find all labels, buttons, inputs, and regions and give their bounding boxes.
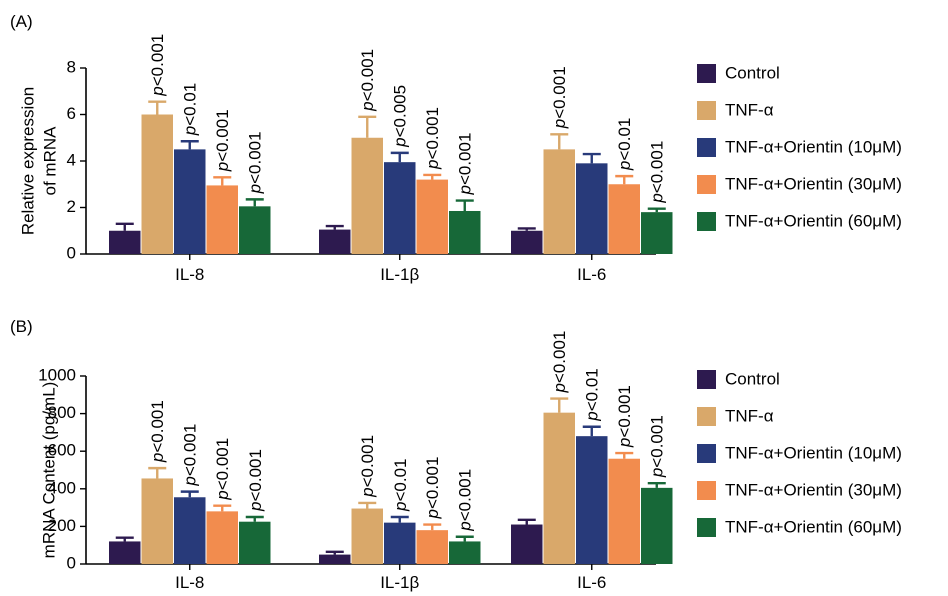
p-value-label: p<0.001 [213,438,232,501]
bar [543,149,575,254]
category-label: IL-6 [577,265,606,284]
bar [174,497,206,564]
category-label: IL-6 [577,573,606,592]
legend-swatch [697,481,716,500]
bar [319,229,351,254]
bar [641,212,673,254]
legend-swatch [697,370,716,389]
y-tick-label: 1000 [38,365,76,384]
p-value-label: p<0.01 [615,118,634,171]
bar [608,184,640,254]
panel-label: (A) [10,12,33,31]
legend-swatch [697,101,716,120]
bar [576,163,608,254]
legend-swatch [697,175,716,194]
p-value-label: p<0.001 [148,400,167,463]
p-value-label: p<0.01 [391,459,410,512]
y-axis-label: of mRNA [40,126,59,196]
p-value-label: p<0.001 [181,424,200,487]
category-label: IL-1β [380,573,419,592]
legend-swatch [697,444,716,463]
y-tick-label: 0 [67,243,76,262]
p-value-label: p<0.001 [246,449,265,512]
p-value-label: p<0.01 [583,368,602,421]
legend-entry: TNF-α+Orientin (10μM) [725,137,902,156]
y-tick-label: 4 [67,150,76,169]
bar [109,230,141,254]
p-value-label: p<0.001 [456,469,475,532]
legend-entry: TNF-α+Orientin (10μM) [725,443,902,462]
bar [206,185,238,254]
bar [449,541,481,564]
legend-swatch [697,64,716,83]
p-value-label: p<0.001 [423,107,442,170]
y-tick-label: 800 [48,403,76,422]
legend-entry: TNF-α [725,406,774,425]
bar [416,530,448,564]
chart-panel-0: (A) Relative expression of mRNA 0 2 4 6 8 IL-8 p<… [10,12,902,284]
legend-entry: TNF-α+Orientin (30μM) [725,480,902,499]
p-value-label: p<0.001 [246,131,265,194]
p-value-label: p<0.001 [148,34,167,97]
bar [511,230,543,254]
bar [641,487,673,564]
category-label: IL-8 [175,265,204,284]
y-tick-label: 400 [48,478,76,497]
category-label: IL-8 [175,573,204,592]
bar [239,521,271,564]
y-axis-label: mRNA Content (pg/mL) [39,382,58,559]
legend-swatch [697,138,716,157]
legend-entry: Control [725,63,780,82]
bar [141,114,173,254]
legend-entry: TNF-α+Orientin (60μM) [725,517,902,536]
bar [543,412,575,564]
bar [608,458,640,564]
p-value-label: p<0.01 [181,83,200,136]
bar [319,554,351,564]
legend-entry: TNF-α [725,100,774,119]
p-value-label: p<0.001 [358,49,377,112]
bar [576,436,608,564]
y-tick-label: 0 [67,553,76,572]
y-tick-label: 600 [48,441,76,460]
p-value-label: p<0.001 [648,415,667,478]
bar [384,522,416,564]
p-value-label: p<0.005 [391,85,410,148]
p-value-label: p<0.001 [358,435,377,498]
bar [141,478,173,564]
bar [351,137,383,254]
bar [109,541,141,564]
bar [416,179,448,254]
y-tick-label: 8 [67,57,76,76]
bar [351,508,383,564]
legend-swatch [697,518,716,537]
legend-entry: TNF-α+Orientin (30μM) [725,174,902,193]
y-axis-label: Relative expression [18,87,37,235]
y-tick-label: 2 [67,197,76,216]
category-label: IL-1β [380,265,419,284]
legend-swatch [697,212,716,231]
y-tick-label: 200 [48,516,76,535]
bar [206,511,238,564]
p-value-label: p<0.001 [456,133,475,196]
p-value-label: p<0.001 [423,457,442,520]
bar [511,524,543,564]
legend-entry: TNF-α+Orientin (60μM) [725,211,902,230]
p-value-label: p<0.001 [648,141,667,204]
y-tick-label: 6 [67,104,76,123]
p-value-label: p<0.001 [550,331,569,394]
bar [174,149,206,254]
bar [384,162,416,254]
chart-panel-1: (B) mRNA Content (pg/mL) 0 200 400 600 800 1000… [10,317,902,592]
panel-label: (B) [10,317,33,336]
legend-swatch [697,407,716,426]
legend-entry: Control [725,369,780,388]
bar [239,206,271,254]
p-value-label: p<0.001 [615,385,634,448]
bar [449,210,481,254]
p-value-label: p<0.001 [550,66,569,129]
p-value-label: p<0.001 [213,109,232,172]
